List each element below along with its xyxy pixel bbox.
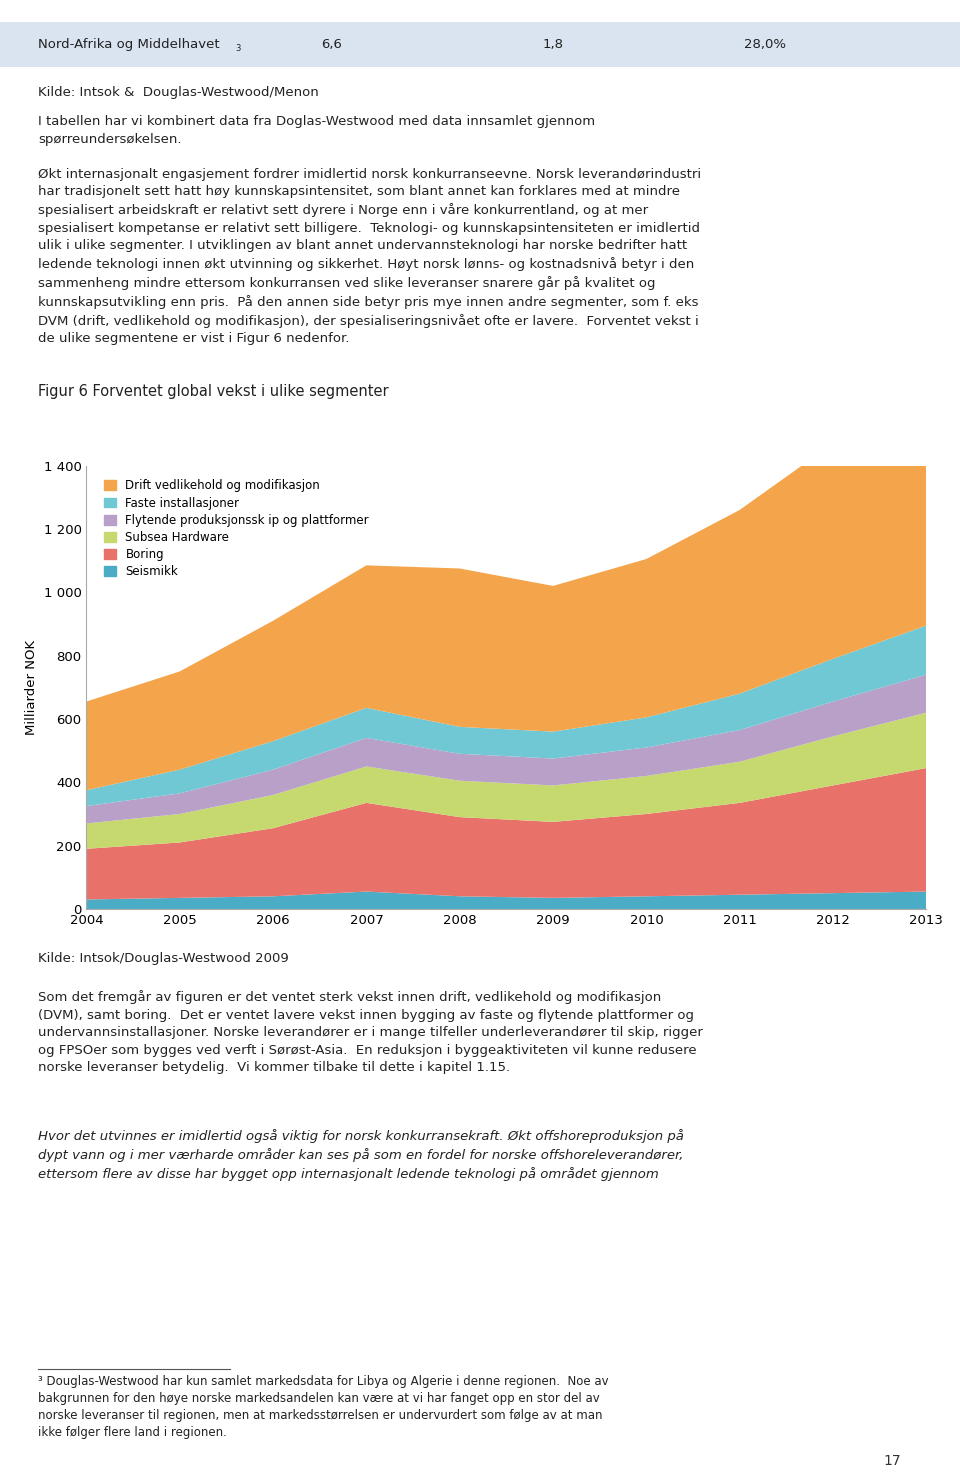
- Legend: Drift vedlikehold og modifikasjon, Faste installasjoner, Flytende produksjonssk : Drift vedlikehold og modifikasjon, Faste…: [101, 476, 372, 582]
- Text: I tabellen har vi kombinert data fra Doglas-Westwood med data innsamlet gjennom
: I tabellen har vi kombinert data fra Dog…: [38, 115, 702, 346]
- Y-axis label: Milliarder NOK: Milliarder NOK: [25, 640, 38, 735]
- Text: 28,0%: 28,0%: [744, 38, 786, 50]
- Text: Figur 6 Forventet global vekst i ulike segmenter: Figur 6 Forventet global vekst i ulike s…: [38, 384, 389, 399]
- Text: 3: 3: [235, 44, 241, 53]
- Text: Nord-Afrika og Middelhavet: Nord-Afrika og Middelhavet: [38, 38, 220, 50]
- Text: 6,6: 6,6: [322, 38, 343, 50]
- Text: Kilde: Intsok &  Douglas-Westwood/Menon: Kilde: Intsok & Douglas-Westwood/Menon: [38, 86, 319, 99]
- Text: Som det fremgår av figuren er det ventet sterk vekst innen drift, vedlikehold og: Som det fremgår av figuren er det ventet…: [38, 990, 704, 1075]
- Text: Kilde: Intsok/Douglas-Westwood 2009: Kilde: Intsok/Douglas-Westwood 2009: [38, 952, 289, 965]
- Text: Hvor det utvinnes er imidlertid også viktig for norsk konkurransekraft. Økt offs: Hvor det utvinnes er imidlertid også vik…: [38, 1129, 684, 1181]
- Text: 1,8: 1,8: [542, 38, 564, 50]
- Text: 17: 17: [883, 1454, 900, 1468]
- Text: ³ Douglas-Westwood har kun samlet markedsdata for Libya og Algerie i denne regio: ³ Douglas-Westwood har kun samlet marked…: [38, 1375, 609, 1438]
